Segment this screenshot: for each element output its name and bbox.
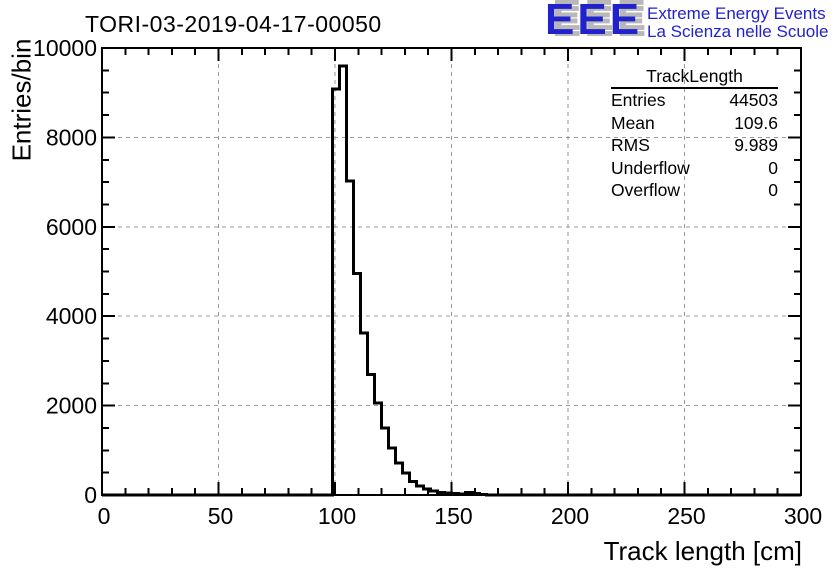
- stats-row-overflow: Overflow 0: [611, 179, 778, 202]
- x-tick-label: 50: [208, 503, 234, 529]
- eee-logo-acronym: EEE: [545, 0, 643, 44]
- x-tick-label: 250: [667, 503, 705, 529]
- x-tick-label: 200: [551, 503, 589, 529]
- y-tick-label: 10000: [33, 35, 97, 61]
- x-tick-label: 0: [98, 503, 111, 529]
- y-axis-title: Entries/bin: [6, 38, 37, 162]
- x-tick-label: 100: [318, 503, 356, 529]
- stats-value: 9.989: [734, 135, 778, 156]
- eee-logo-taglines: Extreme Energy Events La Scienza nelle S…: [647, 5, 828, 40]
- stats-value: 109.6: [734, 112, 778, 133]
- stats-title: TrackLength: [611, 66, 778, 89]
- stats-row-rms: RMS 9.989: [611, 134, 778, 157]
- stats-label: Mean: [611, 112, 655, 133]
- y-tick-label: 2000: [46, 393, 97, 419]
- x-axis-title: Track length [cm]: [603, 536, 802, 566]
- y-tick-label: 8000: [46, 124, 97, 150]
- stats-value: 44503: [729, 90, 778, 110]
- stats-row-entries: Entries 44503: [611, 89, 778, 112]
- y-tick-label: 4000: [46, 303, 97, 329]
- y-tick-label: 0: [84, 482, 97, 508]
- eee-logo-tagline-it: La Scienza nelle Scuole: [647, 21, 829, 41]
- stats-label: RMS: [611, 135, 650, 156]
- stats-value: 0: [768, 180, 778, 201]
- eee-logo-tagline-en: Extreme Energy Events: [647, 4, 826, 23]
- plot-title: TORI-03-2019-04-17-00050: [85, 11, 382, 37]
- y-tick-label: 6000: [46, 214, 97, 240]
- x-tick-label: 300: [784, 503, 822, 529]
- eee-logo: EEE Extreme Energy Events La Scienza nel…: [0, 0, 836, 46]
- stats-box: TrackLength Entries 44503 Mean 109.6 RMS…: [611, 66, 778, 202]
- stats-row-underflow: Underflow 0: [611, 157, 778, 180]
- stats-row-mean: Mean 109.6: [611, 112, 778, 135]
- stats-label: Entries: [611, 90, 666, 110]
- x-tick-label: 150: [434, 503, 472, 529]
- stats-label: Overflow: [611, 180, 681, 201]
- stats-label: Underflow: [611, 157, 690, 178]
- histogram-step-line: [102, 64, 801, 497]
- stats-value: 0: [768, 157, 778, 178]
